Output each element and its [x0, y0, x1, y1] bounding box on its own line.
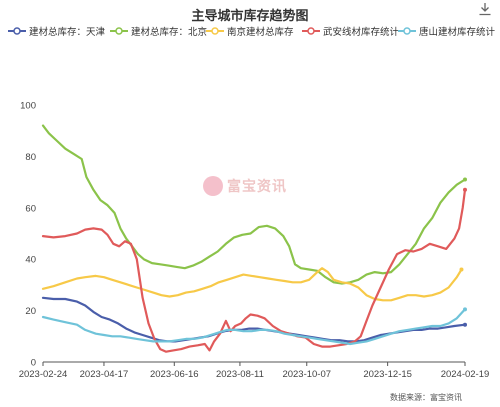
- y-tick-label: 60: [25, 203, 36, 214]
- x-tick-label: 2023-10-07: [282, 369, 331, 380]
- data-source: 数据来源：富宝资讯: [390, 393, 462, 402]
- y-tick-label: 40: [25, 255, 36, 266]
- x-tick-label: 2023-12-15: [363, 369, 412, 380]
- legend-label-tangshan: 唐山建材库存统计: [419, 27, 496, 38]
- legend-item-beijing[interactable]: 建材总库存：北京: [110, 24, 207, 38]
- series-end-point-3: [463, 187, 467, 192]
- legend-item-nanjing[interactable]: 南京建材总库存: [206, 24, 294, 38]
- chart-legend: 建材总库存：天津 建材总库存：北京 南京建材总库存 武安线材库存统计 唐山建材库…: [0, 24, 500, 40]
- series-end-point-4: [463, 307, 467, 312]
- series-line-3: [41, 188, 467, 353]
- series-line-4: [41, 308, 467, 346]
- series-line-1: [41, 124, 467, 285]
- legend-label-tianjin: 建材总库存：天津: [29, 27, 106, 38]
- series-end-point-0: [463, 322, 467, 327]
- legend-label-nanjing: 南京建材总库存: [227, 27, 294, 38]
- y-tick-label: 0: [31, 358, 36, 369]
- chart-axes: 0 20 40 60 80 100 2023-02-24 2023-04-17 2023-06-…: [19, 101, 490, 381]
- download-icon[interactable]: [478, 2, 492, 16]
- y-tick-label: 20: [25, 306, 36, 317]
- x-tick-label: 2023-04-17: [80, 369, 129, 380]
- chart-title: 主导城市库存趋势图: [191, 8, 309, 23]
- x-tick-label: 2023-06-16: [150, 369, 199, 380]
- series-end-point-1: [463, 177, 467, 182]
- x-tick-label: 2023-02-24: [19, 369, 68, 380]
- legend-swatch-tianjin: [8, 27, 26, 35]
- x-tick-label: 2023-08-11: [216, 369, 264, 380]
- series-line-2: [41, 267, 463, 302]
- legend-label-beijing: 建材总库存：北京: [131, 27, 208, 38]
- watermark: 富宝资讯: [203, 176, 287, 196]
- y-tick-label: 80: [25, 152, 36, 163]
- legend-swatch-wuan: [302, 27, 320, 35]
- legend-item-wuan[interactable]: 武安线材库存统计: [302, 24, 399, 38]
- legend-swatch-tangshan: [398, 27, 416, 35]
- legend-swatch-nanjing: [206, 27, 224, 35]
- series-end-point-2: [459, 267, 464, 272]
- legend-swatch-beijing: [110, 27, 128, 35]
- watermark-logo-icon: [203, 176, 223, 196]
- x-tick-label: 2024-02-19: [441, 369, 490, 380]
- chart-lines: [41, 124, 467, 353]
- legend-item-tianjin[interactable]: 建材总库存：天津: [8, 24, 105, 38]
- y-tick-label: 100: [20, 101, 36, 112]
- legend-label-wuan: 武安线材库存统计: [323, 27, 400, 38]
- watermark-text: 富宝资讯: [227, 178, 287, 194]
- legend-item-tangshan[interactable]: 唐山建材库存统计: [398, 24, 495, 38]
